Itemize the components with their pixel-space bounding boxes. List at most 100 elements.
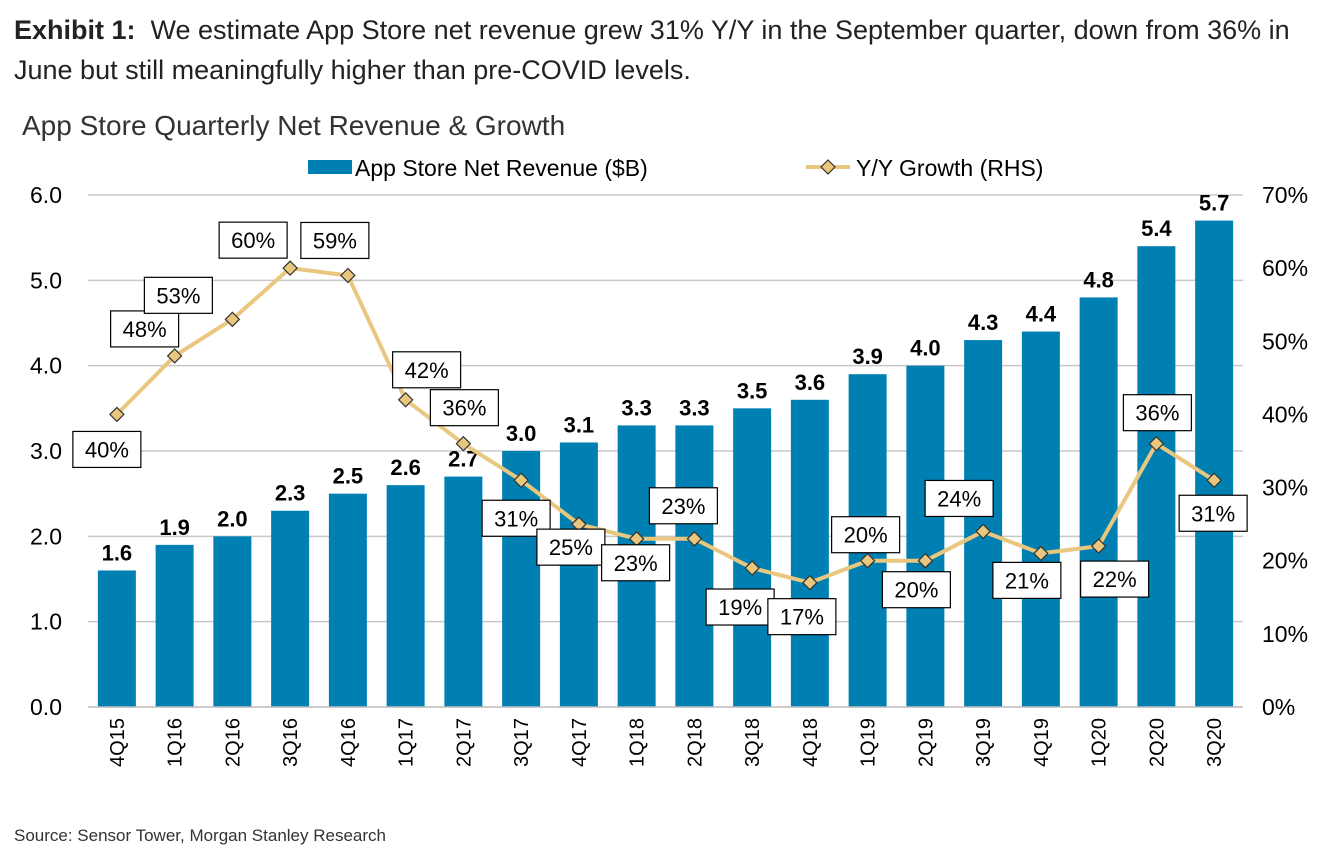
x-tick-label: 1Q18 [627, 718, 649, 767]
bar-data-label: 3.0 [506, 421, 537, 446]
bar [559, 442, 598, 707]
bar-data-label: 2.0 [217, 506, 248, 531]
bar-data-label: 3.6 [795, 370, 826, 395]
growth-data-label: 23% [661, 494, 705, 519]
x-tick-label: 4Q15 [107, 718, 129, 767]
left-tick-label: 1.0 [30, 609, 62, 635]
growth-data-label: 59% [313, 228, 357, 253]
growth-label-box [392, 351, 462, 389]
right-tick-label: 30% [1262, 475, 1308, 501]
growth-data-label: 20% [894, 578, 938, 603]
growth-data-label: 36% [442, 396, 486, 421]
x-tick-label: 2Q18 [684, 718, 706, 767]
legend-label-line: Y/Y Growth (RHS) [856, 155, 1043, 181]
growth-data-label: 20% [844, 523, 888, 548]
x-tick-label: 2Q16 [222, 718, 244, 767]
left-tick-label: 6.0 [30, 182, 62, 208]
x-tick-label: 2Q17 [453, 718, 475, 767]
growth-label-box [1178, 494, 1248, 532]
bar [213, 536, 252, 707]
exhibit-label: Exhibit 1: [14, 15, 136, 45]
right-tick-label: 60% [1262, 255, 1308, 281]
bar [733, 408, 772, 707]
growth-data-label: 17% [780, 605, 824, 630]
bar-data-label: 4.3 [968, 310, 999, 335]
x-tick-label: 1Q20 [1089, 718, 1111, 767]
growth-marker [1206, 472, 1222, 489]
growth-label-box [705, 588, 775, 626]
bar-data-label: 1.9 [159, 515, 190, 540]
growth-marker [686, 530, 703, 547]
chart-title: App Store Quarterly Net Revenue & Growth [22, 110, 566, 141]
growth-marker [109, 406, 125, 423]
left-tick-label: 5.0 [30, 267, 62, 293]
bar-data-label: 3.5 [737, 378, 768, 403]
bar [964, 340, 1003, 707]
growth-line [115, 266, 1216, 585]
x-tick-label: 3Q17 [511, 718, 533, 767]
right-tick-label: 20% [1262, 548, 1308, 574]
bar [790, 399, 829, 707]
right-tick-label: 70% [1262, 182, 1308, 208]
x-tick-label: 4Q19 [1031, 718, 1053, 767]
bar-data-label: 3.9 [852, 344, 883, 369]
legend-label-bar: App Store Net Revenue ($B) [355, 155, 648, 181]
x-tick-label: 3Q18 [742, 718, 764, 767]
bar-data-label: 2.6 [390, 455, 421, 480]
growth-data-label: 25% [549, 535, 593, 560]
right-tick-label: 0% [1262, 694, 1295, 720]
x-tick-label: 4Q18 [800, 718, 822, 767]
growth-data-label: 42% [405, 358, 449, 383]
left-tick-label: 2.0 [30, 523, 62, 549]
left-tick-label: 4.0 [30, 353, 62, 379]
exhibit-text: We estimate App Store net revenue grew 3… [14, 15, 1290, 85]
growth-data-label: 22% [1093, 567, 1137, 592]
source-note: Source: Sensor Tower, Morgan Stanley Res… [14, 826, 386, 845]
growth-marker [1090, 538, 1107, 554]
growth-marker [282, 260, 298, 276]
bar [502, 451, 541, 707]
growth-label-box [72, 430, 142, 469]
growth-label-box [1122, 394, 1192, 432]
bar-data-label: 3.1 [564, 412, 595, 437]
growth-marker [975, 523, 991, 540]
bar-data-label: 2.5 [333, 464, 364, 489]
bar [97, 570, 136, 707]
growth-marker [917, 552, 934, 569]
legend-marker [820, 159, 836, 175]
growth-label-box [429, 389, 499, 427]
bar-data-label: 4.4 [1026, 302, 1057, 327]
bar-data-label: 2.3 [275, 481, 306, 506]
growth-label-box [992, 561, 1062, 600]
legend-swatch-bar [308, 160, 352, 174]
bar [155, 544, 194, 707]
bar [675, 425, 714, 707]
growth-label-box [831, 516, 901, 554]
x-tick-label: 2Q20 [1146, 718, 1168, 767]
bar [906, 365, 945, 707]
growth-label-box [767, 598, 837, 636]
right-tick-label: 40% [1262, 401, 1308, 427]
bar [1079, 297, 1118, 707]
x-tick-label: 3Q16 [280, 718, 302, 767]
bar [1021, 331, 1060, 707]
growth-data-label: 36% [1135, 401, 1179, 426]
x-tick-label: 1Q19 [858, 718, 880, 767]
bar [1137, 246, 1176, 707]
growth-label-box [1080, 560, 1150, 598]
growth-data-label: 48% [123, 317, 167, 342]
growth-marker [340, 267, 356, 284]
growth-data-label: 53% [156, 283, 200, 308]
x-tick-label: 4Q17 [569, 718, 591, 767]
growth-marker [397, 391, 414, 408]
growth-data-label: 31% [1191, 501, 1235, 526]
growth-marker [859, 552, 876, 569]
growth-data-label: 40% [85, 437, 129, 462]
growth-label-box [143, 276, 213, 314]
bar-data-label: 3.3 [679, 395, 710, 420]
growth-label-box [300, 221, 370, 260]
growth-marker [513, 472, 529, 489]
exhibit-caption: Exhibit 1: We estimate App Store net rev… [14, 10, 1334, 90]
bar-data-label: 1.6 [102, 540, 133, 565]
